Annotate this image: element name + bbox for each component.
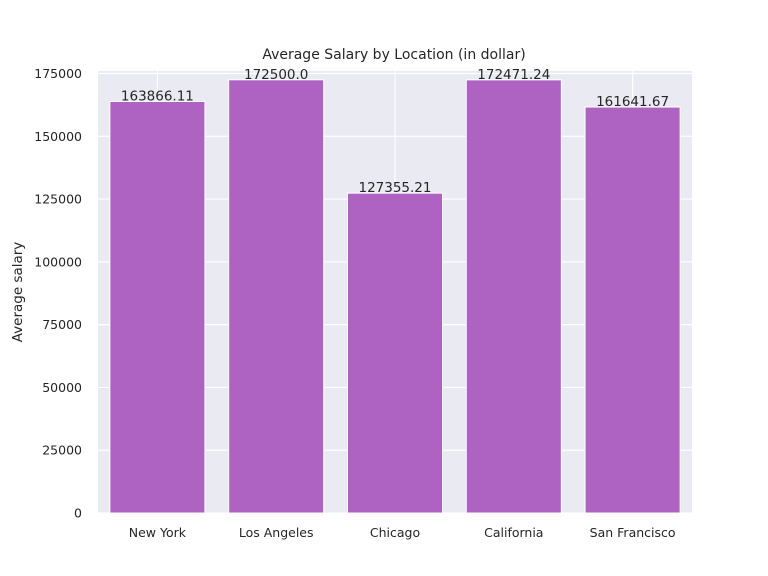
bar-value-label: 161641.67 [596,94,669,110]
bar [109,100,206,514]
y-tick-label: 100000 [34,254,82,269]
data-labels: 163866.11 172500.0 127355.21 172471.24 16164… [121,67,669,196]
bar-value-label: 163866.11 [121,88,194,104]
bar [584,106,681,514]
chart-title: Average Salary by Location (in dollar) [262,47,525,63]
bars [109,79,681,514]
y-axis-label: Average salary [10,242,26,343]
bar-value-label: 172471.24 [477,67,550,83]
x-tick-label: California [484,525,543,540]
y-tick-label: 125000 [34,192,82,207]
x-tick-label: Los Angeles [239,525,314,540]
y-tick-label: 0 [74,506,82,521]
bar-value-label: 127355.21 [358,180,431,196]
x-tick-label: Chicago [370,525,420,540]
y-tick-label: 175000 [34,66,82,81]
x-tick-label: New York [129,525,187,540]
y-tick-label: 25000 [42,443,82,458]
x-tick-label: San Francisco [590,525,676,540]
bar-value-label: 172500.0 [244,67,308,83]
y-tick-labels: 0 25000 50000 75000 100000 125000 150000 175000 [34,66,82,520]
y-tick-label: 50000 [42,380,82,395]
y-tick-label: 150000 [34,129,82,144]
y-tick-label: 75000 [42,317,82,332]
bar [228,79,325,514]
bar [346,192,444,514]
x-tick-labels: New York Los Angeles Chicago California San … [129,525,676,540]
bar [465,79,562,514]
